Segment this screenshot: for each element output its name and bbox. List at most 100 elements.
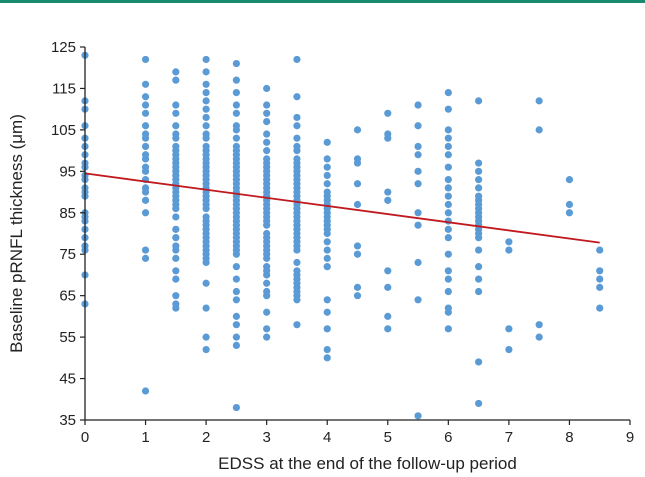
- data-point: [263, 254, 271, 262]
- data-point: [353, 242, 362, 250]
- data-point: [353, 180, 362, 188]
- data-point: [414, 180, 422, 188]
- data-point: [414, 151, 422, 159]
- data-point: [232, 109, 240, 117]
- data-point: [475, 358, 483, 366]
- data-point: [505, 246, 513, 254]
- data-point: [232, 312, 240, 320]
- data-point: [505, 325, 513, 333]
- data-point: [172, 254, 180, 262]
- data-point: [202, 113, 210, 122]
- y-tick-label: 35: [59, 412, 76, 429]
- data-point: [444, 287, 452, 296]
- data-point: [414, 209, 422, 217]
- data-point: [353, 292, 362, 300]
- data-point: [172, 68, 180, 76]
- data-point: [172, 205, 180, 213]
- data-point: [141, 93, 150, 101]
- y-axis-ticks: 35 45 55 65 75 85 95 105 115 125: [51, 39, 85, 429]
- data-point: [202, 80, 210, 88]
- data-point: [232, 126, 240, 134]
- y-tick-label: 45: [59, 371, 76, 388]
- data-point: [263, 84, 271, 93]
- x-tick-label: 3: [262, 429, 270, 446]
- data-point: [475, 234, 483, 242]
- data-point: [172, 101, 180, 109]
- data-point: [323, 155, 331, 163]
- data-point: [444, 88, 452, 97]
- data-point: [232, 403, 240, 412]
- data-point: [353, 159, 362, 167]
- data-point: [414, 221, 422, 229]
- data-point: [596, 246, 604, 254]
- data-point: [293, 147, 301, 155]
- data-point: [263, 279, 271, 287]
- data-point: [141, 122, 150, 130]
- data-point: [293, 55, 301, 64]
- data-point: [172, 76, 180, 84]
- data-point: [475, 167, 483, 175]
- data-point: [596, 304, 604, 312]
- data-point: [202, 55, 210, 64]
- data-point: [565, 176, 574, 184]
- data-point: [202, 97, 210, 105]
- data-point: [535, 333, 543, 341]
- data-point: [172, 275, 180, 283]
- data-point: [141, 134, 150, 142]
- data-point: [263, 333, 271, 341]
- data-point: [141, 387, 150, 395]
- data-point: [596, 267, 604, 275]
- data-point: [384, 312, 392, 320]
- x-tick-label: 7: [505, 429, 513, 446]
- data-point: [565, 209, 574, 217]
- data-point: [444, 209, 452, 217]
- data-point: [141, 188, 150, 196]
- data-point: [323, 180, 331, 188]
- data-point: [384, 267, 392, 275]
- data-point: [323, 345, 331, 354]
- data-point: [444, 200, 452, 209]
- data-point: [323, 171, 331, 180]
- data-point: [475, 399, 483, 408]
- data-point: [323, 163, 331, 171]
- data-point: [263, 138, 271, 146]
- data-point: [293, 321, 301, 329]
- data-point: [565, 200, 574, 209]
- data-point: [202, 88, 210, 97]
- data-point: [141, 209, 150, 217]
- data-point: [202, 122, 210, 130]
- data-point: [444, 267, 452, 275]
- data-point: [263, 101, 271, 109]
- data-point: [232, 59, 240, 68]
- data-point: [475, 176, 483, 184]
- data-point: [323, 254, 331, 262]
- data-point: [323, 238, 331, 246]
- x-axis-title: EDSS at the end of the follow-up period: [218, 454, 517, 473]
- data-point: [444, 151, 452, 159]
- data-point: [263, 130, 271, 138]
- data-point: [263, 147, 271, 155]
- data-point: [475, 159, 483, 167]
- data-point: [475, 263, 483, 271]
- y-tick-label: 55: [59, 329, 76, 346]
- data-point: [172, 292, 180, 300]
- data-point: [202, 68, 210, 76]
- data-point: [444, 234, 452, 242]
- data-point: [232, 296, 240, 304]
- x-tick-label: 6: [444, 429, 452, 446]
- trend-line: [84, 172, 600, 244]
- data-point: [475, 287, 483, 296]
- data-point: [353, 250, 362, 258]
- data-point: [141, 142, 150, 151]
- data-point: [293, 134, 301, 142]
- data-point: [475, 97, 483, 105]
- data-point: [353, 283, 362, 291]
- data-point: [293, 93, 301, 101]
- data-point: [293, 113, 301, 122]
- data-points: [81, 51, 604, 420]
- data-point: [414, 101, 422, 109]
- x-tick-label: 8: [565, 429, 573, 446]
- data-point: [323, 308, 331, 316]
- top-rule: [0, 0, 645, 3]
